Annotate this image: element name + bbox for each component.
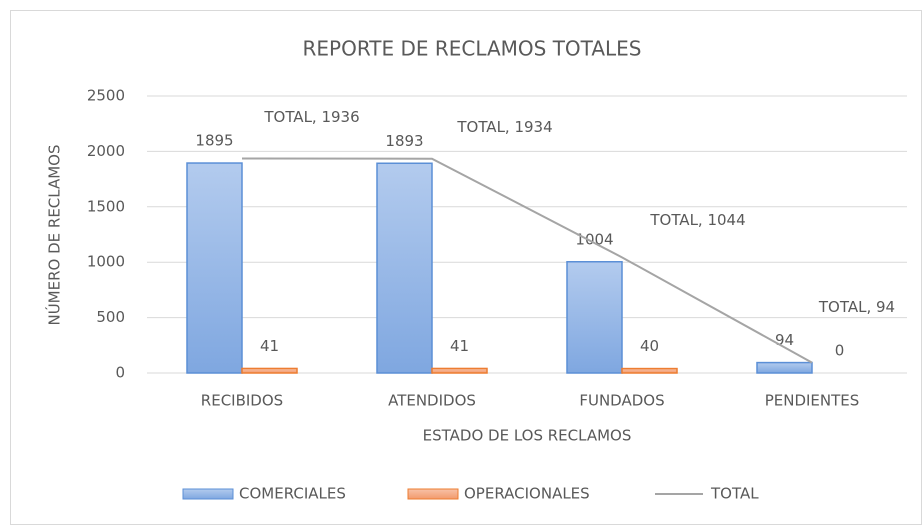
y-axis-title: NÚMERO DE RECLAMOS — [45, 144, 64, 325]
legend-swatch — [407, 488, 459, 500]
data-label: 1895 — [195, 132, 233, 150]
legend-label: COMERCIALES — [239, 485, 346, 503]
bar — [376, 162, 433, 374]
data-label: TOTAL, 94 — [818, 298, 895, 316]
line-series — [241, 157, 813, 364]
data-label: 0 — [835, 342, 845, 360]
y-tick-label: 2000 — [87, 142, 125, 160]
data-label: 41 — [260, 337, 279, 355]
bar — [621, 367, 678, 374]
bar — [186, 162, 243, 374]
x-tick-label: FUNDADOS — [579, 392, 664, 410]
y-tick-label: 1500 — [87, 197, 125, 215]
bar — [431, 367, 488, 374]
chart-title: REPORTE DE RECLAMOS TOTALES — [303, 37, 642, 61]
y-tick-label: 0 — [115, 364, 125, 382]
bar — [241, 367, 298, 374]
data-label: 40 — [640, 337, 659, 355]
x-axis-title: ESTADO DE LOS RECLAMOS — [423, 427, 632, 445]
data-label: 1004 — [575, 230, 613, 248]
bar — [756, 361, 813, 374]
legend-label: TOTAL — [710, 485, 759, 503]
legend-label: OPERACIONALES — [464, 485, 590, 503]
x-tick-label: ATENDIDOS — [388, 392, 476, 410]
x-tick-label: RECIBIDOS — [201, 392, 283, 410]
data-label: TOTAL, 1044 — [649, 211, 745, 229]
y-tick-label: 2500 — [87, 87, 125, 105]
legend-swatch — [182, 488, 234, 500]
bar — [566, 261, 623, 374]
chart-frame — [10, 10, 922, 525]
x-tick-label: PENDIENTES — [765, 392, 860, 410]
y-tick-label: 500 — [96, 308, 125, 326]
data-label: 41 — [450, 337, 469, 355]
data-label: 1893 — [385, 132, 423, 150]
data-label: TOTAL, 1934 — [456, 118, 552, 136]
y-tick-label: 1000 — [87, 253, 125, 271]
data-label: TOTAL, 1936 — [263, 108, 359, 126]
